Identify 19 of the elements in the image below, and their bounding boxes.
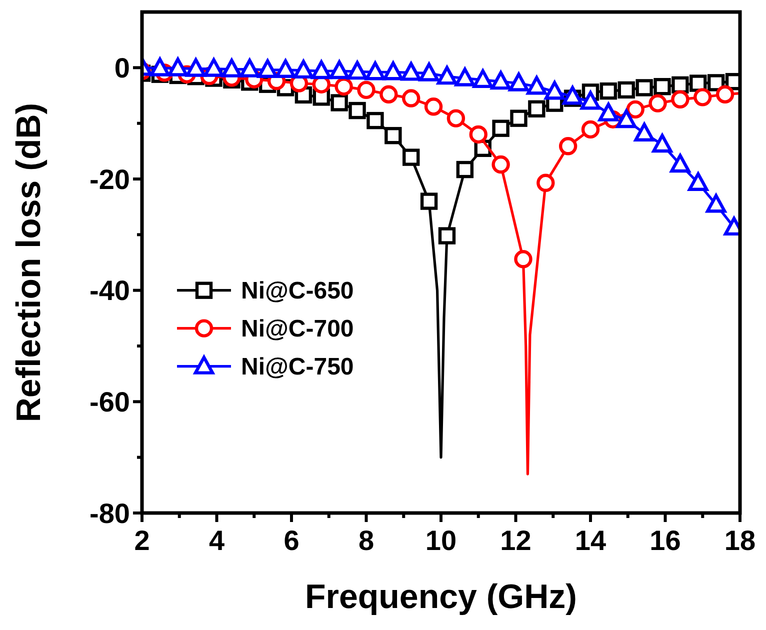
x-tick-label: 10 bbox=[425, 525, 457, 556]
x-tick-label: 2 bbox=[134, 525, 150, 556]
legend-label: Ni@C-700 bbox=[241, 316, 354, 343]
legend-label: Ni@C-650 bbox=[241, 278, 354, 305]
x-tick-label: 12 bbox=[500, 525, 532, 556]
x-tick-label: 14 bbox=[574, 525, 606, 556]
x-tick-label: 8 bbox=[358, 525, 374, 556]
y-axis-title: Reflection loss (dB) bbox=[10, 102, 48, 422]
x-axis-title: Frequency (GHz) bbox=[304, 578, 578, 616]
y-tick-label: 0 bbox=[114, 52, 130, 84]
x-tick-label: 18 bbox=[724, 525, 756, 556]
legend-label: Ni@C-750 bbox=[241, 354, 354, 381]
y-tick-label: -20 bbox=[90, 164, 130, 195]
x-tick-label: 4 bbox=[208, 525, 225, 556]
x-tick-label: 16 bbox=[650, 525, 681, 556]
y-tick-label: -80 bbox=[90, 498, 130, 529]
y-tick-label: -60 bbox=[90, 386, 130, 418]
x-tick-label: 6 bbox=[284, 525, 300, 556]
y-tick-label: -40 bbox=[90, 275, 130, 306]
